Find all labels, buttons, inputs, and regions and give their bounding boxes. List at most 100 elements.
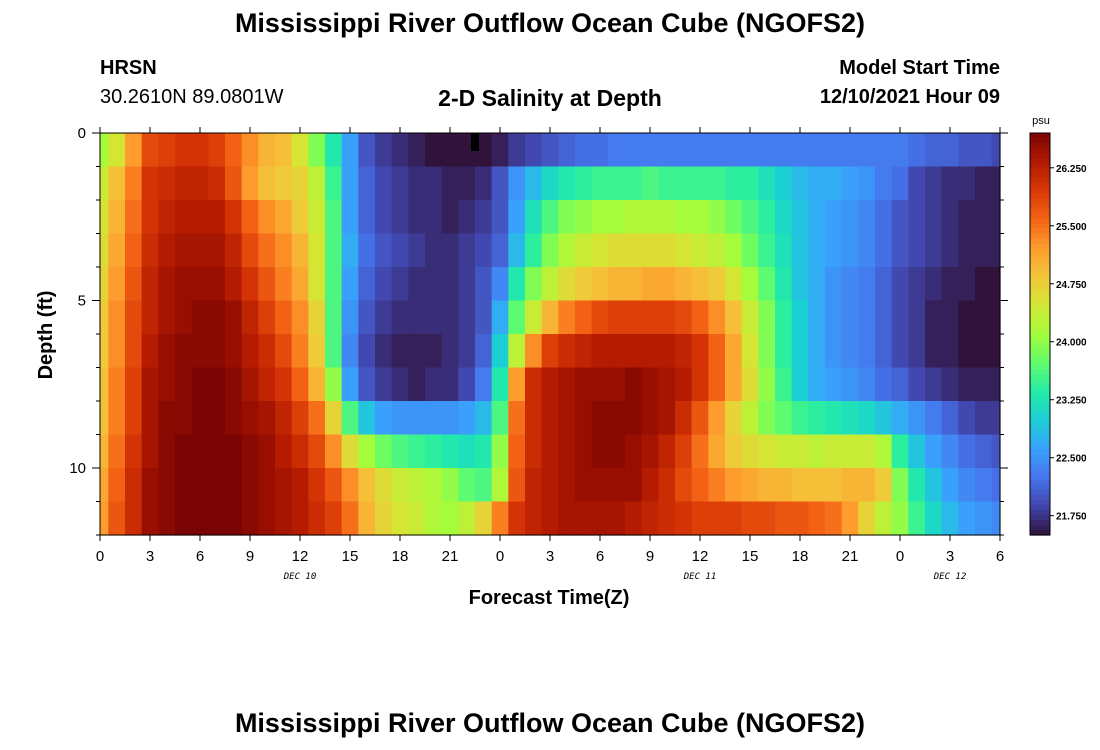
heatmap-cell — [875, 434, 893, 469]
heatmap-cell — [408, 367, 426, 402]
heatmap-cell — [641, 468, 659, 503]
heatmap-cell — [408, 401, 426, 436]
heatmap-cell — [325, 468, 343, 503]
heatmap-cell — [541, 300, 559, 335]
heatmap-cell — [308, 367, 326, 402]
colorbar-segment — [1030, 444, 1050, 451]
heatmap-cell — [575, 468, 593, 503]
heatmap-cell — [308, 300, 326, 335]
heatmap-cell — [358, 334, 376, 369]
heatmap-cell — [475, 501, 493, 536]
heatmap-cell — [100, 166, 109, 201]
heatmap-cell — [291, 200, 309, 235]
heatmap-cell — [508, 434, 526, 469]
heatmap-cell — [708, 468, 726, 503]
colorbar-segment — [1030, 263, 1050, 270]
station-name: HRSN — [100, 57, 157, 79]
colorbar-segment — [1030, 198, 1050, 204]
heatmap-cell — [825, 401, 843, 436]
heatmap-cell — [758, 200, 776, 235]
heatmap-cell — [775, 401, 793, 436]
heatmap-cell — [725, 434, 743, 469]
heatmap-cell — [341, 434, 359, 469]
model-start-label: Model Start Time — [839, 57, 1000, 79]
heatmap-cell — [258, 200, 276, 235]
heatmap-cell — [425, 133, 443, 168]
heatmap-cell — [741, 233, 759, 268]
heatmap-cell — [508, 334, 526, 369]
heatmap-cell — [958, 501, 976, 536]
heatmap-cell — [408, 468, 426, 503]
heatmap-cell — [325, 233, 343, 268]
heatmap-cell — [725, 367, 743, 402]
heatmap-cell — [608, 233, 626, 268]
heatmap-cell — [575, 300, 593, 335]
heatmap-cell — [925, 133, 943, 168]
heatmap-cell — [408, 233, 426, 268]
heatmap-cell — [775, 300, 793, 335]
colorbar-segment — [1030, 509, 1050, 516]
heatmap-cell — [858, 501, 876, 536]
heatmap-cell — [791, 200, 809, 235]
heatmap-cell — [241, 334, 259, 369]
heatmap-cell — [358, 166, 376, 201]
x-tick-label: 0 — [496, 548, 504, 565]
colorbar-segment — [1030, 268, 1050, 275]
x-tick-label: 6 — [996, 548, 1004, 565]
heatmap-cell — [475, 434, 493, 469]
heatmap-cell — [475, 300, 493, 335]
heatmap-cell — [891, 367, 909, 402]
heatmap-cell — [891, 133, 909, 168]
heatmap-cell — [375, 367, 393, 402]
heatmap-cell — [758, 166, 776, 201]
heatmap-cell — [875, 401, 893, 436]
colorbar-segment — [1030, 404, 1050, 410]
heatmap-cell — [575, 367, 593, 402]
heatmap-cell — [625, 434, 643, 469]
heatmap-cell — [375, 267, 393, 302]
heatmap-cell — [825, 334, 843, 369]
heatmap-cell — [991, 133, 1001, 168]
heatmap-cell — [741, 367, 759, 402]
heatmap-cell — [225, 233, 243, 268]
colorbar: 26.250 25.500 24.750 24.000 23.250 22.500 21.7… — [1029, 132, 1087, 536]
heatmap-cell — [891, 434, 909, 469]
heatmap-cell — [375, 300, 393, 335]
heatmap-cell — [658, 233, 676, 268]
heatmap-cell — [441, 501, 459, 536]
heatmap-cell — [308, 166, 326, 201]
heatmap-cell — [591, 267, 609, 302]
heatmap-cell — [458, 200, 476, 235]
heatmap-cell — [725, 401, 743, 436]
heatmap-cell — [541, 501, 559, 536]
colorbar-segment — [1030, 339, 1050, 345]
heatmap-cell — [991, 166, 1001, 201]
heatmap-cell — [275, 300, 293, 335]
heatmap-cell — [941, 367, 959, 402]
heatmap-cell — [291, 133, 309, 168]
heatmap-cell — [341, 233, 359, 268]
heatmap-cell — [908, 401, 926, 436]
heatmap-cell — [925, 501, 943, 536]
heatmap-cell — [591, 200, 609, 235]
heatmap-cell — [808, 501, 826, 536]
heatmap-cell — [191, 401, 209, 436]
heatmap-cell — [108, 267, 126, 302]
heatmap-cell — [975, 133, 993, 168]
heatmap-cell — [108, 166, 126, 201]
heatmap-cell — [275, 200, 293, 235]
heatmap-cell — [575, 233, 593, 268]
heatmap-cell — [208, 133, 226, 168]
heatmap-cell — [758, 334, 776, 369]
colorbar-segment — [1030, 379, 1050, 385]
heatmap-cell — [491, 133, 509, 168]
heatmap-cell — [358, 233, 376, 268]
heatmap-cell — [641, 367, 659, 402]
heatmap-cell — [825, 501, 843, 536]
y-tick-label: 5 — [78, 293, 86, 310]
heatmap-cell — [825, 166, 843, 201]
heatmap-cell — [908, 501, 926, 536]
heatmap-cell — [458, 501, 476, 536]
heatmap-cell — [858, 267, 876, 302]
heatmap-cell — [141, 166, 159, 201]
